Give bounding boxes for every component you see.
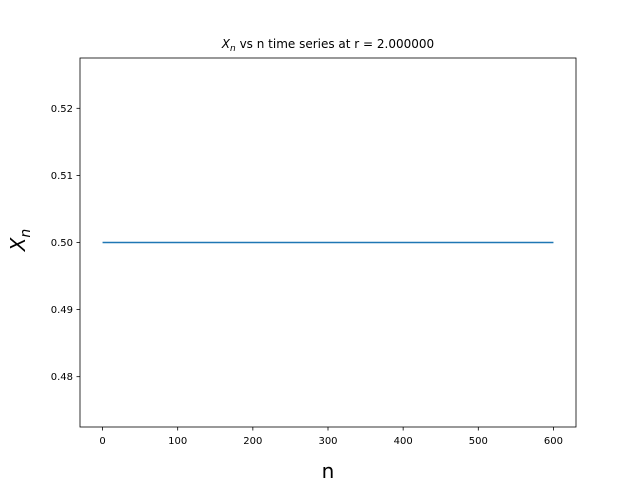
plot-area: [79, 57, 577, 428]
y-axis-ticks: 0.48 0.49 0.50 0.51 0.52: [51, 104, 80, 383]
y-tick-label: 0.49: [51, 305, 73, 316]
chart-title: Xn vs n time series at r = 2.000000: [221, 37, 434, 54]
x-tick-label: 300: [318, 436, 337, 447]
title-sub: n: [230, 44, 236, 54]
x-tick-label: 400: [394, 436, 413, 447]
x-axis-label: n: [322, 459, 335, 480]
x-tick-label: 0: [99, 436, 105, 447]
x-tick-label: 100: [168, 436, 187, 447]
title-rest: vs n time series at r = 2.000000: [236, 37, 434, 51]
x-tick-label: 500: [469, 436, 488, 447]
y-tick-label: 0.48: [51, 372, 73, 383]
x-tick-label: 600: [544, 436, 563, 447]
x-tick-label: 200: [243, 436, 262, 447]
y-tick-label: 0.51: [51, 171, 73, 182]
x-axis-ticks: 0 100 200 300 400 500 600: [99, 427, 563, 447]
title-var: X: [221, 37, 231, 51]
y-label-sub: n: [18, 229, 34, 238]
y-label-var: X: [6, 236, 30, 252]
y-axis-label: Xn: [6, 229, 34, 253]
y-tick-label: 0.50: [51, 238, 73, 249]
y-tick-label: 0.52: [51, 104, 73, 115]
